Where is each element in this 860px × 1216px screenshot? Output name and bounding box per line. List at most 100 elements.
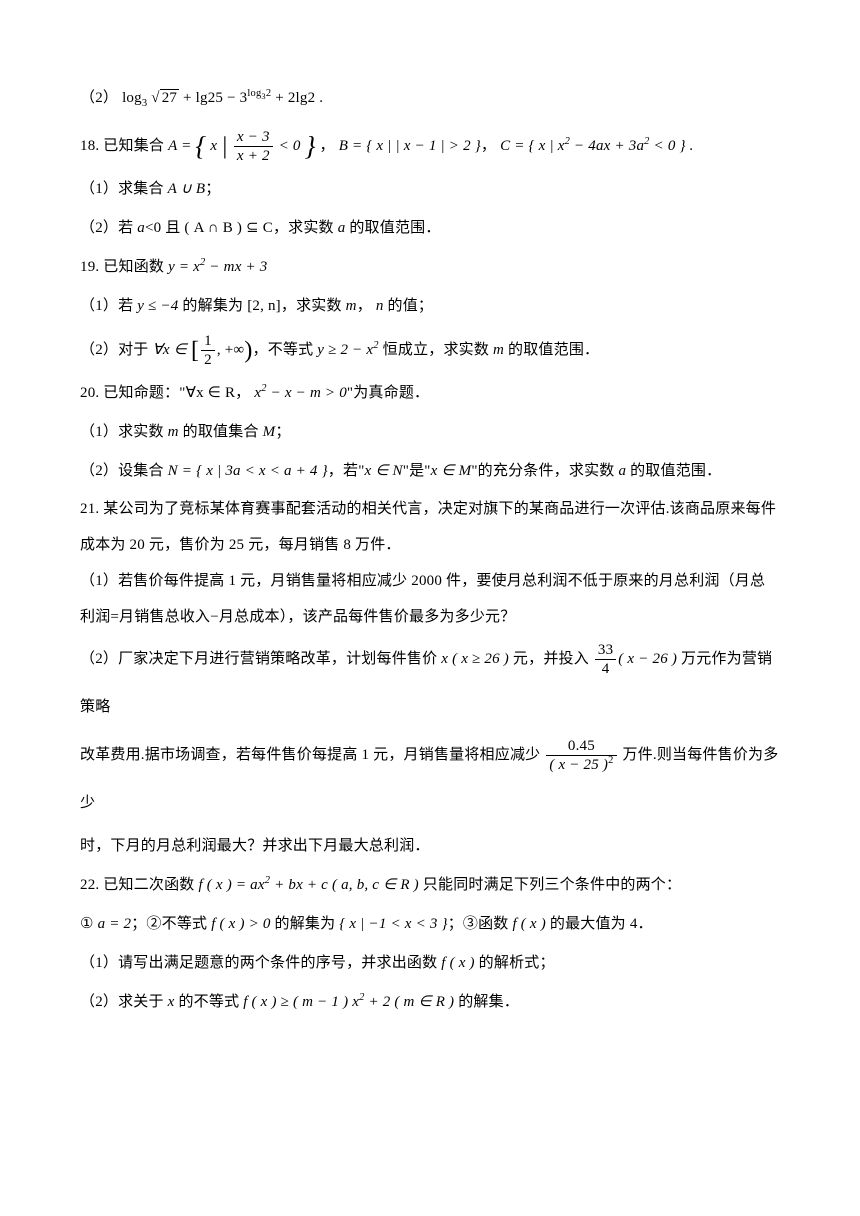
t: 的不等式 — [175, 994, 244, 1010]
t: 27 — [160, 89, 179, 106]
t: ， — [481, 138, 500, 154]
q20-1: （1）求实数 m 的取值集合 M； — [80, 413, 780, 452]
t: x ( x ≥ 26 ) — [441, 651, 509, 667]
t: 22. 已知二次函数 — [80, 877, 198, 893]
q19-stem: 19. 已知函数 y = x2 − mx + 3 — [80, 248, 780, 287]
t: ∀x ∈ R — [186, 385, 236, 401]
t: 元，并投入 — [509, 651, 593, 667]
q20-2: （2）设集合 N = { x | 3a < x < a + 4 }，若"x ∈ … — [80, 452, 780, 491]
t: 33 — [595, 641, 616, 660]
t: + 2 ( m ∈ R ) — [365, 994, 455, 1010]
t: x — [168, 994, 175, 1010]
t: x ∈ M — [431, 463, 472, 479]
t: （2）对于 — [80, 342, 152, 358]
t: 的解集． — [454, 994, 519, 1010]
t: f ( x ) = ax2 + bx + c ( a, b, c ∈ R ) — [198, 877, 418, 893]
t: a — [137, 220, 145, 236]
t: ； — [275, 424, 290, 440]
set-A: A = { x | x − 3x + 2 < 0 } — [168, 138, 319, 154]
t: 只能同时满足下列三个条件中的两个： — [419, 877, 681, 893]
t: f ( x ) ≥ ( m − 1 ) x2 + 2 ( m ∈ R ) — [243, 994, 454, 1010]
t: 的值； — [384, 298, 434, 314]
t: m — [346, 298, 357, 314]
t: A = — [168, 138, 195, 154]
t: f ( x ) — [441, 955, 474, 971]
t: 改革费用.据市场调查，若每件售价每提高 1 元，月销售量将相应减少 — [80, 747, 544, 763]
t: （1）若 — [80, 298, 137, 314]
t: 的解集为 — [178, 298, 247, 314]
t: ，求实数 — [281, 298, 346, 314]
t: [2, n] — [247, 298, 281, 314]
q21-2a: （2）厂家决定下月进行营销策略改革，计划每件售价 x ( x ≥ 26 ) 元，… — [80, 635, 780, 731]
set-C: C = { x | x2 − 4ax + 3a2 < 0 } . — [500, 138, 694, 154]
t: "是" — [403, 463, 431, 479]
t: 19. 已知函数 — [80, 259, 168, 275]
q18-1: （1）求集合 A ∪ B； — [80, 170, 780, 209]
label-17-2: （2） — [80, 90, 118, 106]
t: y = x2 − mx + 3 — [168, 259, 267, 275]
t: ；③函数 — [448, 916, 513, 932]
t: 的最大值为 4． — [546, 916, 653, 932]
t: A ∪ B — [168, 181, 206, 197]
t: ( x − 26 ) — [618, 651, 677, 667]
t: "为真命题． — [347, 385, 429, 401]
t: ，若" — [328, 463, 365, 479]
q22-conditions: ① a = 2；②不等式 f ( x ) > 0 的解集为 { x | −1 <… — [80, 905, 780, 944]
t: x ∈ N — [365, 463, 403, 479]
t: 21. 某公司为了竞标某体育赛事配套活动的相关代言，决定对旗下的某商品进行一次评… — [80, 501, 776, 553]
t: f ( x ) ≥ ( m − 1 ) x — [243, 994, 359, 1010]
t: （2）求关于 — [80, 994, 168, 1010]
t: （1）求集合 — [80, 181, 168, 197]
t: < 0 } . — [650, 138, 694, 154]
t: C = { x | x — [500, 138, 565, 154]
t: x2 − x − m > 0 — [254, 385, 347, 401]
t: ，不等式 — [253, 342, 318, 358]
q19-2: （2）对于 ∀x ∈ [12, +∞)，不等式 y ≥ 2 − x2 恒成立，求… — [80, 326, 780, 374]
t: x + 2 — [234, 147, 273, 165]
t: y ≤ −4 — [137, 298, 178, 314]
t: 的取值集合 — [179, 424, 263, 440]
t: ， — [320, 138, 339, 154]
t: { x | −1 < x < 3 } — [339, 916, 447, 932]
set-B: B = { x | | x − 1 | > 2 } — [339, 138, 481, 154]
t: （2）设集合 — [80, 463, 168, 479]
t: ， — [235, 385, 254, 401]
q18-2: （2）若 a<0 且 ( A ∩ B ) ⊆ C，求实数 a 的取值范围． — [80, 209, 780, 248]
q19-1: （1）若 y ≤ −4 的解集为 [2, n]，求实数 m， n 的值； — [80, 287, 780, 326]
t: 恒成立，求实数 — [379, 342, 493, 358]
t: （2）若 — [80, 220, 137, 236]
t: ( x − 25 ) — [549, 757, 608, 773]
t: − 4ax + 3a — [570, 138, 644, 154]
t: 的取值范围． — [345, 220, 440, 236]
t: <0 且 ( A ∩ B ) ⊆ C — [145, 220, 273, 236]
t: （2）厂家决定下月进行营销策略改革，计划每件售价 — [80, 651, 441, 667]
q17-part2: （2） log3 √27 + lg25 − 3log32 + 2lg2 . — [80, 74, 780, 122]
t: N = { x | 3a < x < a + 4 } — [168, 463, 328, 479]
t: m — [493, 342, 504, 358]
t: 的解集为 — [271, 916, 340, 932]
t: 1 — [201, 332, 215, 351]
t: y ≥ 2 − x — [317, 342, 373, 358]
t: "的充分条件，求实数 — [471, 463, 618, 479]
t: ① — [80, 916, 98, 932]
expr-17-2: log3 √27 + lg25 − 3log32 + 2lg2 . — [122, 90, 323, 106]
t: ， — [357, 298, 376, 314]
q21-2c: 时，下月的月总利润最大？并求出下月最大总利润． — [80, 827, 780, 866]
t: ； — [205, 181, 220, 197]
t: 的解析式； — [475, 955, 555, 971]
t: m — [168, 424, 179, 440]
t: f ( x ) > 0 — [211, 916, 270, 932]
t: + lg25 − 3 — [179, 90, 247, 106]
q21-stem: 21. 某公司为了竞标某体育赛事配套活动的相关代言，决定对旗下的某商品进行一次评… — [80, 491, 780, 563]
t: ；②不等式 — [131, 916, 211, 932]
t: 的取值范围． — [504, 342, 599, 358]
q22-2: （2）求关于 x 的不等式 f ( x ) ≥ ( m − 1 ) x2 + 2… — [80, 983, 780, 1022]
t: + bx + c ( a, b, c ∈ R ) — [270, 877, 419, 893]
t: ( x − 25 )2 — [546, 756, 616, 774]
t: ，求实数 — [273, 220, 338, 236]
t: 4 — [595, 660, 616, 678]
t: log — [247, 88, 261, 99]
t: − x − m > 0 — [267, 385, 347, 401]
page: （2） log3 √27 + lg25 − 3log32 + 2lg2 . 18… — [0, 0, 860, 1216]
t: 18. 已知集合 — [80, 138, 168, 154]
